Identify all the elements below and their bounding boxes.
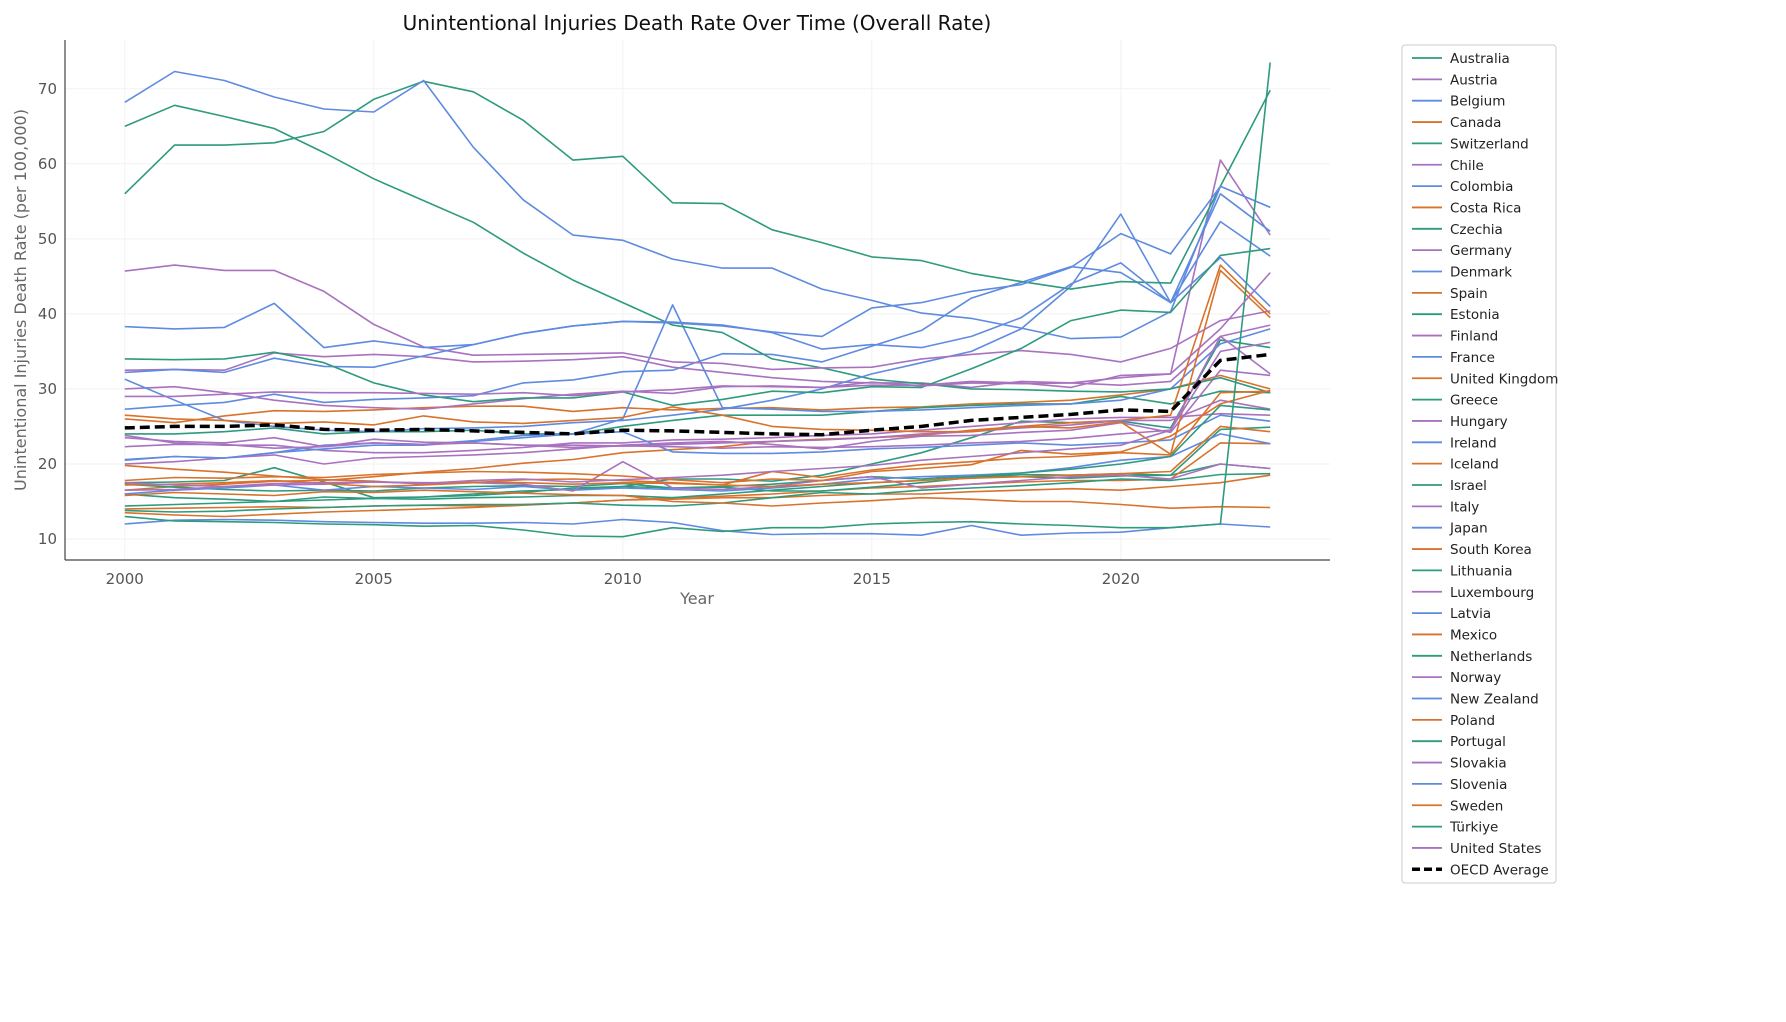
- series-line-costa-rica: [124, 264, 1271, 491]
- legend: Australia Austria Belgium Canada Switzerland…: [1401, 44, 1558, 884]
- legend-label: Costa Rica: [1450, 200, 1521, 216]
- series-line-luxembourg: [124, 460, 1271, 492]
- series-line-norway: [124, 335, 1271, 450]
- legend-label: France: [1450, 350, 1495, 366]
- series-line-israel: [124, 472, 1271, 513]
- x-tick-label: 2020: [1102, 570, 1140, 588]
- chart-title: Unintentional Injuries Death Rate Over T…: [403, 11, 992, 35]
- legend-label: Japan: [1449, 521, 1488, 537]
- series-line-hungary: [124, 264, 1271, 371]
- series-line-france: [124, 193, 1271, 433]
- series-line-ireland: [124, 433, 1271, 495]
- legend-label-average: OECD Average: [1450, 862, 1549, 878]
- x-axis-label: Year: [679, 589, 714, 608]
- legend-label: Latvia: [1450, 606, 1491, 622]
- legend-label: Lithuania: [1450, 563, 1513, 579]
- y-tick-label: 50: [38, 230, 57, 248]
- legend-label: Ireland: [1450, 435, 1497, 451]
- series-line-netherlands: [124, 404, 1271, 507]
- y-axis-label: Unintentional Injuries Death Rate (per 1…: [11, 109, 30, 491]
- y-tick-label: 10: [38, 530, 57, 548]
- series-line-united-states: [124, 272, 1271, 398]
- series-line-lithuania: [124, 80, 1271, 290]
- legend-label: Germany: [1450, 243, 1512, 259]
- legend-label: Italy: [1450, 499, 1479, 515]
- series-line-japan: [124, 518, 1271, 537]
- legend-label: Colombia: [1450, 179, 1513, 195]
- legend-label: United States: [1450, 841, 1541, 857]
- legend-label: Belgium: [1450, 94, 1505, 110]
- series-line-mexico: [124, 389, 1271, 484]
- legend-label: Portugal: [1450, 734, 1506, 750]
- legend-label: Finland: [1450, 329, 1498, 345]
- series-line-t-rkiye: [124, 62, 1271, 538]
- legend-label: Canada: [1450, 115, 1501, 131]
- legend-label: Slovenia: [1450, 777, 1507, 793]
- legend-label: Norway: [1450, 670, 1501, 686]
- series-line-united-kingdom: [124, 442, 1271, 518]
- x-tick-label: 2005: [355, 570, 393, 588]
- series-line-new-zealand: [124, 220, 1271, 374]
- legend-label: Iceland: [1450, 457, 1499, 473]
- legend-label: Spain: [1450, 286, 1488, 302]
- legend-label: Slovakia: [1450, 756, 1507, 772]
- series-line-chile: [124, 324, 1271, 389]
- axes: [64, 40, 1330, 561]
- series-line-estonia: [124, 104, 1271, 394]
- y-tick-label: 30: [38, 380, 57, 398]
- legend-label: Denmark: [1450, 265, 1512, 281]
- legend-label: Estonia: [1450, 307, 1500, 323]
- legend-box: [1401, 44, 1557, 884]
- y-tick-label: 20: [38, 455, 57, 473]
- legend-label: Austria: [1450, 72, 1498, 88]
- legend-label: Poland: [1450, 713, 1495, 729]
- series-line-italy: [124, 399, 1271, 450]
- series-lines: [124, 62, 1271, 538]
- legend-label: South Korea: [1450, 542, 1532, 558]
- legend-label: Greece: [1450, 393, 1498, 409]
- series-line-slovenia: [124, 185, 1271, 349]
- y-tick-label: 40: [38, 305, 57, 323]
- x-tick-label: 2015: [853, 570, 891, 588]
- legend-label: Netherlands: [1450, 649, 1532, 665]
- legend-label: Israel: [1450, 478, 1487, 494]
- x-tick-label: 2000: [106, 570, 144, 588]
- series-line-canada: [124, 374, 1271, 424]
- legend-label: Australia: [1450, 51, 1510, 67]
- legend-label: Luxembourg: [1450, 585, 1534, 601]
- series-line-latvia: [124, 70, 1271, 340]
- legend-label: Mexico: [1450, 627, 1497, 643]
- legend-label: Hungary: [1450, 414, 1508, 430]
- legend-label: Chile: [1450, 158, 1484, 174]
- series-line-oecd-average: [124, 352, 1271, 437]
- series-line-south-korea: [124, 269, 1271, 456]
- grid: [65, 40, 1330, 560]
- y-tick-label: 60: [38, 155, 57, 173]
- series-line-finland: [124, 159, 1271, 411]
- legend-label: Switzerland: [1450, 136, 1529, 152]
- legend-label: Sweden: [1450, 798, 1503, 814]
- legend-label: New Zealand: [1450, 692, 1539, 708]
- y-tick-label: 70: [38, 80, 57, 98]
- x-tick-label: 2010: [604, 570, 642, 588]
- series-line-iceland: [124, 390, 1271, 486]
- ticks: 10 20 30 40 50 60 70 2000 2005 2010 2015 2020: [38, 80, 1140, 588]
- series-line-germany: [124, 369, 1271, 465]
- series-line-sweden: [124, 489, 1271, 510]
- legend-label: United Kingdom: [1450, 371, 1558, 387]
- series-line-colombia: [124, 304, 1271, 461]
- legend-label: Czechia: [1450, 222, 1503, 238]
- series-line-portugal: [124, 247, 1271, 407]
- series-line-slovakia: [124, 341, 1271, 488]
- legend-label: Türkiye: [1449, 820, 1498, 836]
